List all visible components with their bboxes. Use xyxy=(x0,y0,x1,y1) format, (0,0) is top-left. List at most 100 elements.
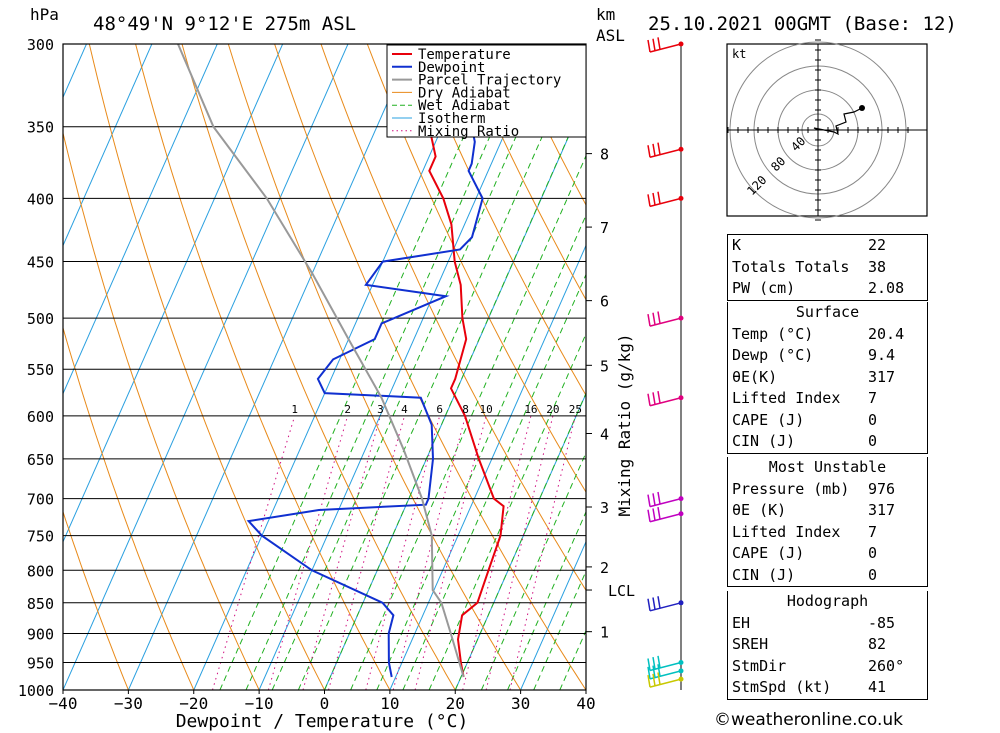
wet-adiabat-line xyxy=(480,451,586,690)
legend-item: Isotherm xyxy=(418,111,485,127)
row-label: StmDir xyxy=(732,656,787,675)
pressure-tick-label: 600 xyxy=(27,408,54,426)
panel-row: θE (K) 317 xyxy=(728,500,927,522)
km-tick-label: 8 xyxy=(600,146,609,164)
wind-barb-flag xyxy=(652,508,656,521)
pressure-tick-label: 700 xyxy=(27,491,54,509)
row-value: 38 xyxy=(868,257,887,276)
isotherm-line xyxy=(520,540,586,690)
panel-row: CAPE (J) 0 xyxy=(728,410,927,432)
wind-barb-flag xyxy=(647,313,651,327)
mixing-ratio-label: 10 xyxy=(479,403,492,416)
location-title: 48°49'N 9°12'E 275m ASL xyxy=(93,13,356,35)
series-parcel-trajectory xyxy=(177,44,465,678)
row-label: Temp (°C) xyxy=(732,324,814,343)
pressure-tick-label: 350 xyxy=(27,119,54,137)
row-label: Pressure (mb) xyxy=(732,479,850,498)
dry-adiabat-line xyxy=(944,7,1000,690)
wind-barb-flag xyxy=(657,142,661,155)
wind-barb-flag xyxy=(652,493,656,506)
wind-barb-flag xyxy=(647,393,651,406)
panel-row: CIN (J) 0 xyxy=(728,565,927,587)
row-value: 82 xyxy=(868,635,887,653)
row-value: 41 xyxy=(868,678,887,696)
wind-barb-flag xyxy=(647,675,651,688)
wind-barb-flag xyxy=(647,494,651,507)
row-label: SREH xyxy=(732,635,769,653)
row-value: 22 xyxy=(868,236,887,254)
row-value: 2.08 xyxy=(868,279,905,297)
panel-row: Dewp (°C) 9.4 xyxy=(728,345,927,367)
panel-row: SREH 82 xyxy=(728,634,927,656)
mixing-ratio-labels: 1 2 3 4 6 8 10 16 20 25 xyxy=(291,403,582,416)
mixing-ratio-label: 25 xyxy=(569,403,582,416)
mixing-ratio-label: 2 xyxy=(344,403,351,416)
wind-barb-flag xyxy=(647,194,651,207)
km-tick-label: 4 xyxy=(600,426,609,444)
mixing-ratio-line xyxy=(365,415,441,690)
wind-barb-flag xyxy=(652,673,656,686)
wet-adiabat-line xyxy=(454,392,586,690)
panel-title: Hodograph xyxy=(786,592,869,610)
row-label: θE (K) xyxy=(732,501,787,519)
mixing-ratio-line xyxy=(328,415,405,690)
isotherm-line xyxy=(63,44,218,395)
pressure-isobars xyxy=(63,43,586,691)
pressure-tick-label: 900 xyxy=(27,625,54,643)
wind-barb-flag xyxy=(647,509,651,522)
km-tick-label: 6 xyxy=(600,293,609,311)
wind-barb-flag xyxy=(657,664,661,677)
plot-frame xyxy=(62,43,587,691)
datetime-title: 25.10.2021 00GMT (Base: 12) xyxy=(648,13,957,35)
x-tick-label: −10 xyxy=(245,694,274,713)
wind-barb-flag xyxy=(657,672,661,685)
altitude-tick-labels: 8 7 6 5 4 3 2 LCL 1 xyxy=(586,146,635,642)
row-label: EH xyxy=(732,613,751,632)
pressure-tick-label: 750 xyxy=(27,528,54,546)
x-tick-label: −20 xyxy=(179,694,208,713)
pressure-tick-labels: 300 350 400 450 500 550 600 650 700 750 800 850 900 9… xyxy=(18,36,54,700)
wind-barb-flag xyxy=(657,311,661,324)
wet-adiabat-line xyxy=(245,44,532,690)
panel-row: K 22 xyxy=(728,235,927,257)
wind-barb-column xyxy=(647,37,684,690)
panel-row: StmSpd (kt) 41 xyxy=(728,677,927,699)
pressure-tick-label: 1000 xyxy=(18,682,54,700)
wind-barb-flag xyxy=(652,143,656,157)
hodograph-panel: Hodograph EH -85 SREH 82 StmDir 260° StmSpd (kt… xyxy=(727,591,928,700)
row-value: 317 xyxy=(868,367,896,386)
row-label: Totals Totals xyxy=(732,257,850,276)
row-label: K xyxy=(732,236,742,254)
mixing-ratio-label: 8 xyxy=(462,403,469,416)
panel-row: Pressure (mb) 976 xyxy=(728,479,927,501)
row-value: 9.4 xyxy=(868,346,896,364)
indices-panel: K 22 Totals Totals 38 PW (cm) 2.08 xyxy=(727,234,928,301)
mixing-ratio-label: 3 xyxy=(377,403,384,416)
row-value: 20.4 xyxy=(868,324,905,343)
row-value: 317 xyxy=(868,501,896,519)
series-temperature xyxy=(421,44,505,678)
pressure-tick-label: 650 xyxy=(27,451,54,469)
panel-row: θE(K) 317 xyxy=(728,367,927,389)
row-label: StmSpd (kt) xyxy=(732,678,832,696)
panel-row: StmDir 260° xyxy=(728,656,927,678)
isotherm-line xyxy=(63,44,284,544)
footer-credit: ©weatheronline.co.uk xyxy=(714,710,904,730)
wet-adiabat-line xyxy=(428,332,586,690)
wet-adiabat-line xyxy=(402,273,586,690)
legend-item: Temperature xyxy=(418,47,511,63)
isotherm-line xyxy=(127,44,414,690)
row-value: -85 xyxy=(868,613,896,632)
dry-adiabat-line xyxy=(88,44,325,690)
isotherm-line xyxy=(63,44,88,99)
km-tick-label: LCL xyxy=(608,582,635,600)
mixing-ratio-label: 16 xyxy=(524,403,537,416)
row-value: 976 xyxy=(868,479,896,498)
wind-barb-flag xyxy=(647,39,651,53)
x-tick-label: −30 xyxy=(114,694,143,713)
wind-barb-flag xyxy=(647,658,651,671)
row-label: Lifted Index xyxy=(732,389,841,407)
isotherm-line xyxy=(0,7,38,690)
wet-adiabat-line xyxy=(376,214,586,690)
mixing-ratio-line xyxy=(212,415,296,690)
